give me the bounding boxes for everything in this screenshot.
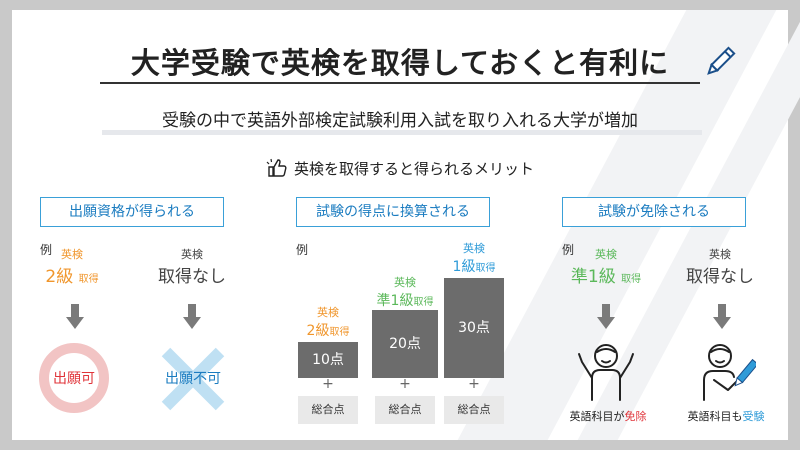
score-bar-2: 20点 (372, 310, 438, 378)
total-score-box: 総合点 (444, 396, 504, 424)
grade-eiken: 英検 (709, 248, 731, 261)
section1-left-grade: 英検 2級 取得 (42, 246, 102, 287)
title-underline (100, 82, 700, 84)
caption-highlight: 免除 (624, 410, 647, 423)
cheering-person-icon (578, 344, 634, 401)
score-bar-1: 10点 (298, 342, 358, 378)
caption-highlight: 受験 (742, 410, 765, 423)
grade-eiken: 英検 (181, 248, 203, 261)
section3-label: 試験が免除される (562, 197, 746, 227)
page-title: 大学受験で英検を取得しておくと有利に (130, 46, 670, 80)
section1-result-ng: 出願不可 (165, 371, 221, 387)
grade-level: 準1級 (376, 293, 414, 309)
grade-level: 2級 (45, 267, 74, 287)
grade-suffix: 取得 (78, 274, 99, 285)
section3-right-grade: 英検 取得なし (680, 246, 760, 287)
grade-eiken: 英検 (394, 276, 416, 289)
caption-text: 英語科目も (687, 410, 743, 423)
circle-mark-icon (39, 343, 109, 413)
down-arrow-icon (713, 304, 731, 329)
grade-suffix: 取得 (475, 263, 496, 274)
merit-heading-text: 英検を取得すると得られるメリット (293, 160, 534, 178)
grade-eiken: 英検 (463, 242, 485, 255)
grade-level: 準1級 (570, 267, 616, 287)
subtitle-underline (102, 130, 702, 135)
section1-result-ok: 出願可 (53, 371, 95, 387)
grade-level: 1級 (452, 259, 476, 275)
section3-right-caption: 英語科目も受験 (676, 408, 776, 424)
subtitle: 受験の中で英語外部検定試験利用入試を取り入れる大学が増加 (162, 111, 638, 131)
bar3-grade: 英検 1級取得 (442, 240, 506, 276)
grade-level: 2級 (306, 323, 330, 339)
section2-label: 試験の得点に換算される (296, 197, 490, 227)
section2-example: 例 (296, 243, 309, 257)
section3-left-caption: 英語科目が免除 (560, 408, 656, 424)
thumbs-up-icon (266, 158, 287, 177)
section1-label: 出願資格が得られる (40, 197, 224, 227)
down-arrow-icon (66, 304, 84, 329)
total-score-box: 総合点 (298, 396, 358, 424)
grade-suffix: 取得 (329, 327, 350, 338)
bar2-grade: 英検 準1級取得 (370, 274, 440, 310)
section1-right-grade: 英検 取得なし (152, 246, 232, 287)
down-arrow-icon (597, 304, 615, 329)
writing-person-icon (703, 344, 756, 401)
bar1-grade: 英検 2級取得 (298, 304, 358, 340)
section3-example: 例 (562, 243, 575, 257)
grade-suffix: 取得 (621, 274, 642, 285)
merit-heading: 英検を取得すると得られるメリット (12, 158, 788, 179)
caption-text: 英語科目が (569, 410, 625, 423)
section3-left-grade: 英検 準1級 取得 (564, 246, 648, 287)
pencil-icon (707, 46, 736, 75)
section1-example: 例 (40, 243, 53, 257)
grade-eiken: 英検 (595, 248, 617, 261)
grade-none: 取得なし (158, 267, 226, 287)
plus-sign: + (399, 376, 411, 392)
cross-mark-icon (161, 347, 225, 411)
plus-sign: + (468, 376, 480, 392)
infographic-card: 大学受験で英検を取得しておくと有利に 受験の中で英語外部検定試験利用入試を取り入… (12, 10, 800, 440)
grade-none: 取得なし (686, 267, 754, 287)
grade-suffix: 取得 (413, 297, 434, 308)
total-score-box: 総合点 (375, 396, 435, 424)
plus-sign: + (322, 376, 334, 392)
score-bar-3: 30点 (444, 278, 504, 378)
down-arrow-icon (183, 304, 201, 329)
grade-eiken: 英検 (317, 306, 339, 319)
grade-eiken: 英検 (61, 248, 83, 261)
